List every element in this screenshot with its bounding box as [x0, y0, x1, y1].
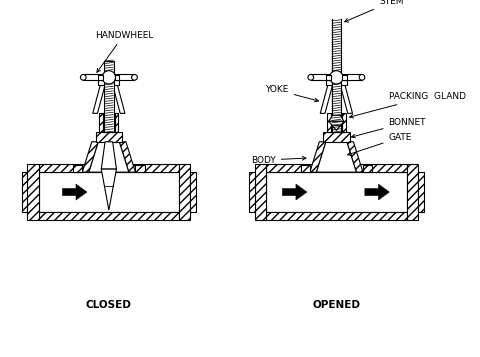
Polygon shape	[113, 85, 125, 114]
Polygon shape	[326, 80, 347, 85]
Polygon shape	[115, 75, 120, 80]
Polygon shape	[115, 114, 119, 132]
Polygon shape	[120, 142, 135, 172]
Polygon shape	[331, 114, 342, 132]
Text: HANDWHEEL: HANDWHEEL	[95, 30, 153, 72]
Circle shape	[81, 75, 86, 80]
Polygon shape	[311, 75, 362, 80]
Polygon shape	[266, 164, 407, 172]
Polygon shape	[82, 142, 98, 172]
Polygon shape	[329, 121, 344, 130]
Polygon shape	[347, 142, 363, 172]
Text: PACKING  GLAND: PACKING GLAND	[349, 92, 466, 118]
Polygon shape	[320, 85, 333, 114]
Polygon shape	[39, 212, 179, 221]
Polygon shape	[332, 9, 341, 132]
Polygon shape	[99, 114, 103, 132]
Polygon shape	[101, 169, 117, 210]
Polygon shape	[73, 165, 82, 172]
Polygon shape	[255, 164, 266, 221]
Polygon shape	[83, 75, 134, 80]
Polygon shape	[342, 75, 347, 80]
Polygon shape	[326, 75, 331, 80]
Circle shape	[330, 71, 343, 84]
Polygon shape	[39, 164, 179, 172]
Circle shape	[132, 75, 137, 80]
Text: BONNET: BONNET	[351, 118, 426, 138]
Polygon shape	[27, 164, 39, 221]
Polygon shape	[323, 132, 349, 142]
Circle shape	[359, 75, 365, 80]
Polygon shape	[249, 172, 255, 212]
Polygon shape	[363, 165, 372, 172]
Polygon shape	[342, 114, 346, 132]
Polygon shape	[191, 172, 196, 212]
Polygon shape	[135, 165, 144, 172]
Polygon shape	[22, 172, 27, 212]
Polygon shape	[101, 142, 117, 169]
Polygon shape	[98, 75, 103, 80]
Polygon shape	[407, 164, 418, 221]
Text: STEM: STEM	[345, 0, 404, 22]
Polygon shape	[316, 142, 356, 172]
Text: YOKE: YOKE	[265, 85, 318, 102]
Polygon shape	[103, 114, 115, 132]
Polygon shape	[89, 142, 129, 172]
Polygon shape	[329, 115, 344, 121]
Polygon shape	[282, 184, 307, 200]
Polygon shape	[104, 61, 114, 132]
Polygon shape	[266, 212, 407, 221]
Polygon shape	[418, 172, 424, 212]
Text: BODY: BODY	[251, 156, 306, 165]
Polygon shape	[365, 184, 389, 200]
Polygon shape	[266, 172, 407, 212]
Polygon shape	[98, 80, 120, 85]
Polygon shape	[327, 114, 331, 132]
Circle shape	[102, 71, 116, 84]
Circle shape	[308, 75, 313, 80]
Text: GATE: GATE	[348, 133, 412, 155]
Polygon shape	[301, 165, 310, 172]
Polygon shape	[93, 85, 105, 114]
Polygon shape	[179, 164, 191, 221]
Polygon shape	[62, 184, 87, 200]
Polygon shape	[39, 172, 179, 212]
Text: OPENED: OPENED	[312, 300, 360, 310]
Polygon shape	[310, 142, 326, 172]
Polygon shape	[96, 132, 122, 142]
Text: CLOSED: CLOSED	[86, 300, 132, 310]
Polygon shape	[340, 85, 352, 114]
